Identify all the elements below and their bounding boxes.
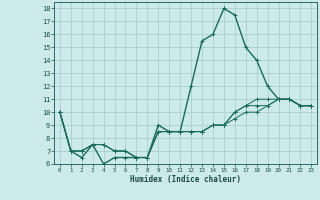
X-axis label: Humidex (Indice chaleur): Humidex (Indice chaleur) — [130, 175, 241, 184]
